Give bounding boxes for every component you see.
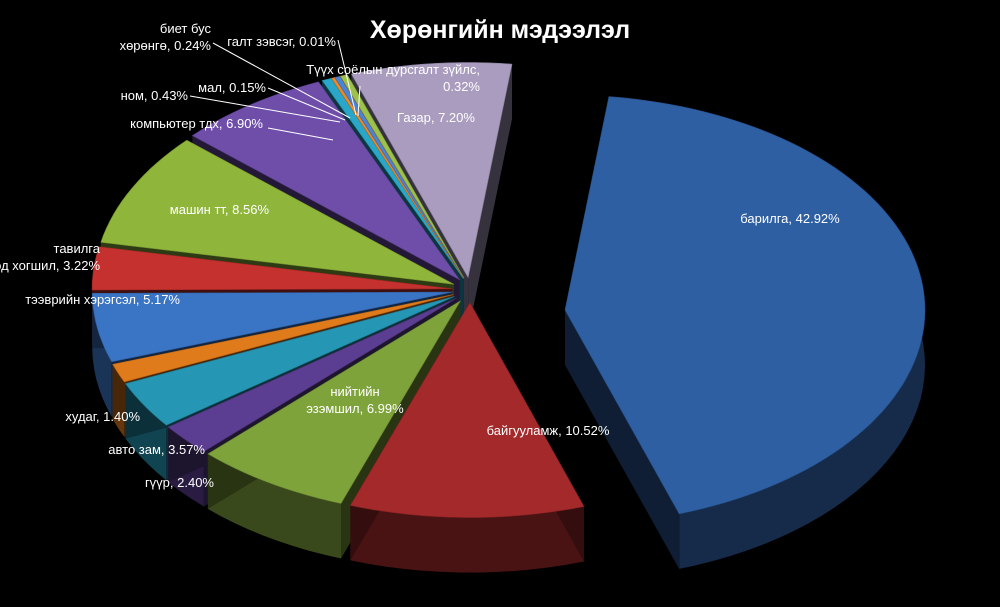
- slice-edge-0-1: [565, 310, 680, 569]
- slice-6: [91, 291, 453, 363]
- slice-4: [124, 296, 455, 426]
- slice-label-11: мал, 0.15%: [198, 80, 266, 95]
- slice-label-5: худаг, 1.40%: [65, 409, 140, 424]
- slice-label-9: компьютер тдх, 6.90%: [130, 116, 263, 131]
- slice-5: [112, 294, 454, 383]
- chart-title: Хөрөнгийн мэдээлэл: [370, 16, 630, 44]
- slice-label-10: ном, 0.43%: [121, 88, 189, 103]
- slice-tops: [91, 62, 926, 518]
- slice-label-15: Газар, 7.20%: [397, 110, 475, 125]
- slice-label-8: машин тт, 8.56%: [170, 202, 270, 217]
- slice-label-6: тээврийн хэрэгсэл, 5.17%: [25, 292, 180, 307]
- slice-15: [350, 62, 513, 279]
- slice-labels: барилга, 42.92% байгууламж, 10.52% нийтийн…: [0, 21, 840, 490]
- slice-edge-15-1: [468, 64, 513, 333]
- slice-2: [207, 300, 461, 504]
- slice-label-14: Түүх соёлын дурсгалт зүйлс, 0.32%: [306, 62, 480, 94]
- slice-0: [564, 96, 926, 515]
- leader-line-12: [212, 42, 351, 119]
- slice-label-0: барилга, 42.92%: [740, 211, 840, 226]
- leader-line-14: [357, 85, 361, 117]
- slice-side-6: [92, 293, 112, 417]
- slice-14: [339, 74, 465, 279]
- leader-line-11: [267, 87, 346, 121]
- slice-label-13: галт зэвсэг, 0.01%: [227, 34, 336, 49]
- slice-label-3: гүүр, 2.40%: [145, 475, 214, 490]
- slice-7: [91, 246, 453, 291]
- slice-label-4: авто зам, 3.57%: [108, 442, 205, 457]
- slice-side-1: [350, 505, 584, 573]
- leader-line-9: [267, 127, 334, 141]
- slice-1: [349, 301, 585, 518]
- leader-line-13: [337, 39, 357, 116]
- slice-3: [167, 298, 457, 452]
- slice-8: [100, 139, 455, 285]
- slice-9: [191, 81, 460, 280]
- slice-label-1: байгууламж, 10.52%: [487, 423, 610, 438]
- slice-label-7: тавилга эд хогшил, 3.22%: [0, 241, 101, 273]
- leader-line-10: [189, 95, 341, 123]
- leader-lines: [189, 39, 361, 141]
- slice-label-2: нийтийн эзэмшил, 6.99%: [306, 384, 404, 416]
- slice-label-12: биет бус хөрөнгө, 0.24%: [120, 21, 212, 53]
